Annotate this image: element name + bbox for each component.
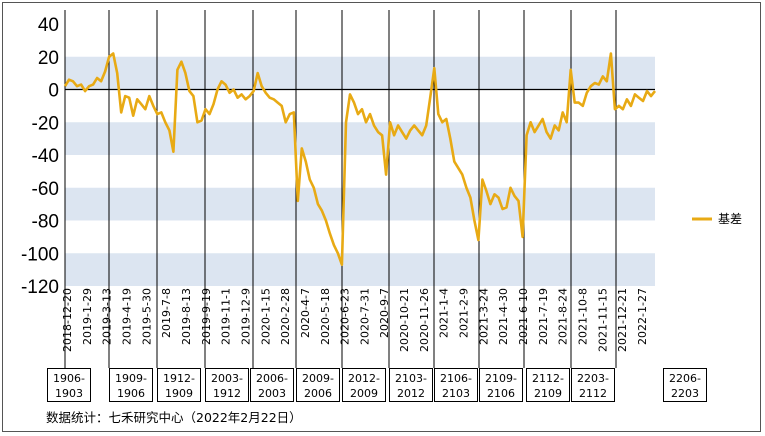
shaded-band-1	[65, 122, 655, 155]
x-tick-label: 2019-11-1	[220, 288, 233, 345]
x-tick-label: 2021-6-10	[517, 288, 530, 345]
x-tick-label: 2019-4-19	[120, 288, 133, 345]
x-tick-label: 2020-2-28	[279, 288, 292, 345]
x-tick-label: 2019-5-30	[140, 288, 153, 345]
x-tick-label: 2019-1-29	[81, 288, 94, 345]
shaded-bands	[65, 56, 655, 286]
contract-box: 2006- 2003	[250, 368, 294, 402]
x-tick-label: 2021-7-19	[537, 288, 550, 345]
contract-box: 2206- 2203	[663, 368, 707, 402]
y-tick-label: -100	[21, 244, 59, 265]
contract-box: 2009- 2006	[296, 368, 340, 402]
legend: 基差	[692, 212, 742, 226]
x-tick-label: 2020-1-15	[259, 288, 272, 345]
shaded-band-0	[65, 56, 655, 90]
x-tick-label: 2020-7-31	[358, 288, 371, 345]
contract-box: 2112- 2109	[526, 368, 570, 402]
x-tick-labels: 2018-12-20 2019-1-29 2019-3-13 2019-4-19 201…	[61, 288, 649, 352]
x-tick-label: 2020-5-18	[319, 288, 332, 345]
contract-box: 2003- 1912	[205, 368, 249, 402]
contract-box: 1909- 1906	[109, 368, 153, 402]
x-tick-label: 2020-11-26	[418, 288, 431, 352]
chart-frame	[2, 2, 761, 432]
x-tick-label: 2019-12-9	[239, 288, 252, 345]
x-tick-label: 2021-3-24	[477, 288, 490, 345]
x-tick-label: 2019-9-19	[200, 288, 213, 345]
contract-box: 2103- 2012	[389, 368, 433, 402]
x-tick-label: 2020-10-21	[398, 288, 411, 352]
y-tick-label: -20	[32, 113, 59, 134]
x-tick-label: 2021-4-30	[497, 288, 510, 345]
y-tick-label: -80	[32, 212, 59, 233]
x-tick-label: 2018-12-20	[61, 288, 74, 352]
shaded-band-2	[65, 187, 655, 221]
y-tick-label: 20	[38, 48, 59, 69]
source-note: 数据统计：七禾研究中心（2022年2月22日）	[46, 410, 302, 425]
y-tick-label: 40	[38, 15, 59, 36]
x-tick-label: 2022-1-27	[636, 288, 649, 345]
x-tick-label: 2021-11-15	[596, 288, 609, 352]
contract-box: 2203- 2112	[571, 368, 615, 402]
x-tick-label: 2020-4-7	[299, 288, 312, 338]
contract-box: 1912- 1909	[157, 368, 201, 402]
x-tick-label: 2021-8-24	[557, 288, 570, 345]
y-tick-label: -120	[21, 277, 59, 298]
y-tick-labels: 40 20 0 -20 -40 -60 -80 -100 -120	[21, 15, 59, 298]
x-tick-label: 2019-7-8	[160, 288, 173, 338]
y-tick-label: -40	[32, 146, 59, 167]
x-tick-label: 2019-3-13	[101, 288, 114, 345]
legend-label-basis: 基差	[718, 212, 742, 226]
x-tick-label: 2021-2-9	[458, 288, 471, 338]
x-tick-label: 2021-10-8	[577, 288, 590, 345]
contract-box: 2109- 2106	[479, 368, 523, 402]
series-line-basis	[63, 52, 657, 267]
y-tick-label: -60	[32, 179, 59, 200]
contract-box: 1906- 1903	[47, 368, 91, 402]
x-tick-label: 2020-6-23	[339, 288, 352, 345]
x-tick-label: 2021-12-21	[616, 288, 629, 352]
contract-box: 2106- 2103	[434, 368, 478, 402]
x-tick-label: 2019-8-13	[180, 288, 193, 345]
y-tick-label: 0	[48, 81, 59, 102]
x-tick-label: 2021-1-4	[438, 288, 451, 338]
shaded-band-3	[65, 253, 655, 286]
contract-box: 2012- 2009	[342, 368, 386, 402]
x-tick-label: 2020-9-7	[378, 288, 391, 338]
